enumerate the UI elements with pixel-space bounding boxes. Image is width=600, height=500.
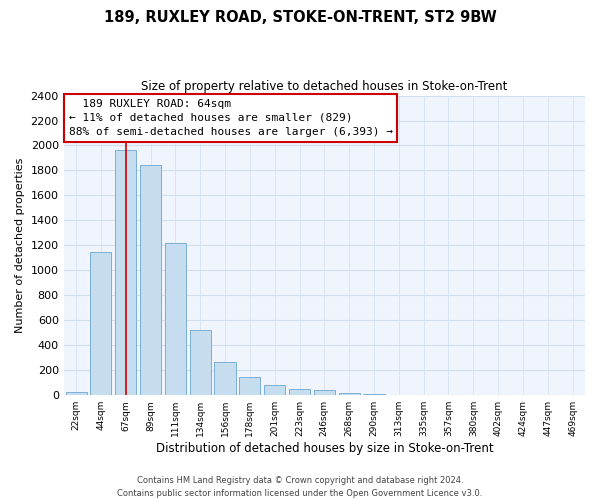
Y-axis label: Number of detached properties: Number of detached properties bbox=[15, 158, 25, 333]
Bar bbox=[140, 166, 161, 395]
Bar bbox=[190, 330, 211, 395]
X-axis label: Distribution of detached houses by size in Stoke-on-Trent: Distribution of detached houses by size … bbox=[155, 442, 493, 455]
Bar bbox=[65, 392, 86, 395]
Bar bbox=[338, 394, 360, 395]
Text: 189 RUXLEY ROAD: 64sqm
← 11% of detached houses are smaller (829)
88% of semi-de: 189 RUXLEY ROAD: 64sqm ← 11% of detached… bbox=[69, 98, 393, 138]
Bar bbox=[314, 390, 335, 395]
Bar bbox=[239, 376, 260, 395]
Text: 189, RUXLEY ROAD, STOKE-ON-TRENT, ST2 9BW: 189, RUXLEY ROAD, STOKE-ON-TRENT, ST2 9B… bbox=[104, 10, 496, 25]
Title: Size of property relative to detached houses in Stoke-on-Trent: Size of property relative to detached ho… bbox=[141, 80, 508, 93]
Bar bbox=[289, 389, 310, 395]
Bar bbox=[264, 385, 285, 395]
Bar bbox=[364, 394, 385, 395]
Text: Contains HM Land Registry data © Crown copyright and database right 2024.
Contai: Contains HM Land Registry data © Crown c… bbox=[118, 476, 482, 498]
Bar bbox=[115, 150, 136, 395]
Bar bbox=[214, 362, 236, 395]
Bar bbox=[165, 243, 186, 395]
Bar bbox=[91, 252, 112, 395]
